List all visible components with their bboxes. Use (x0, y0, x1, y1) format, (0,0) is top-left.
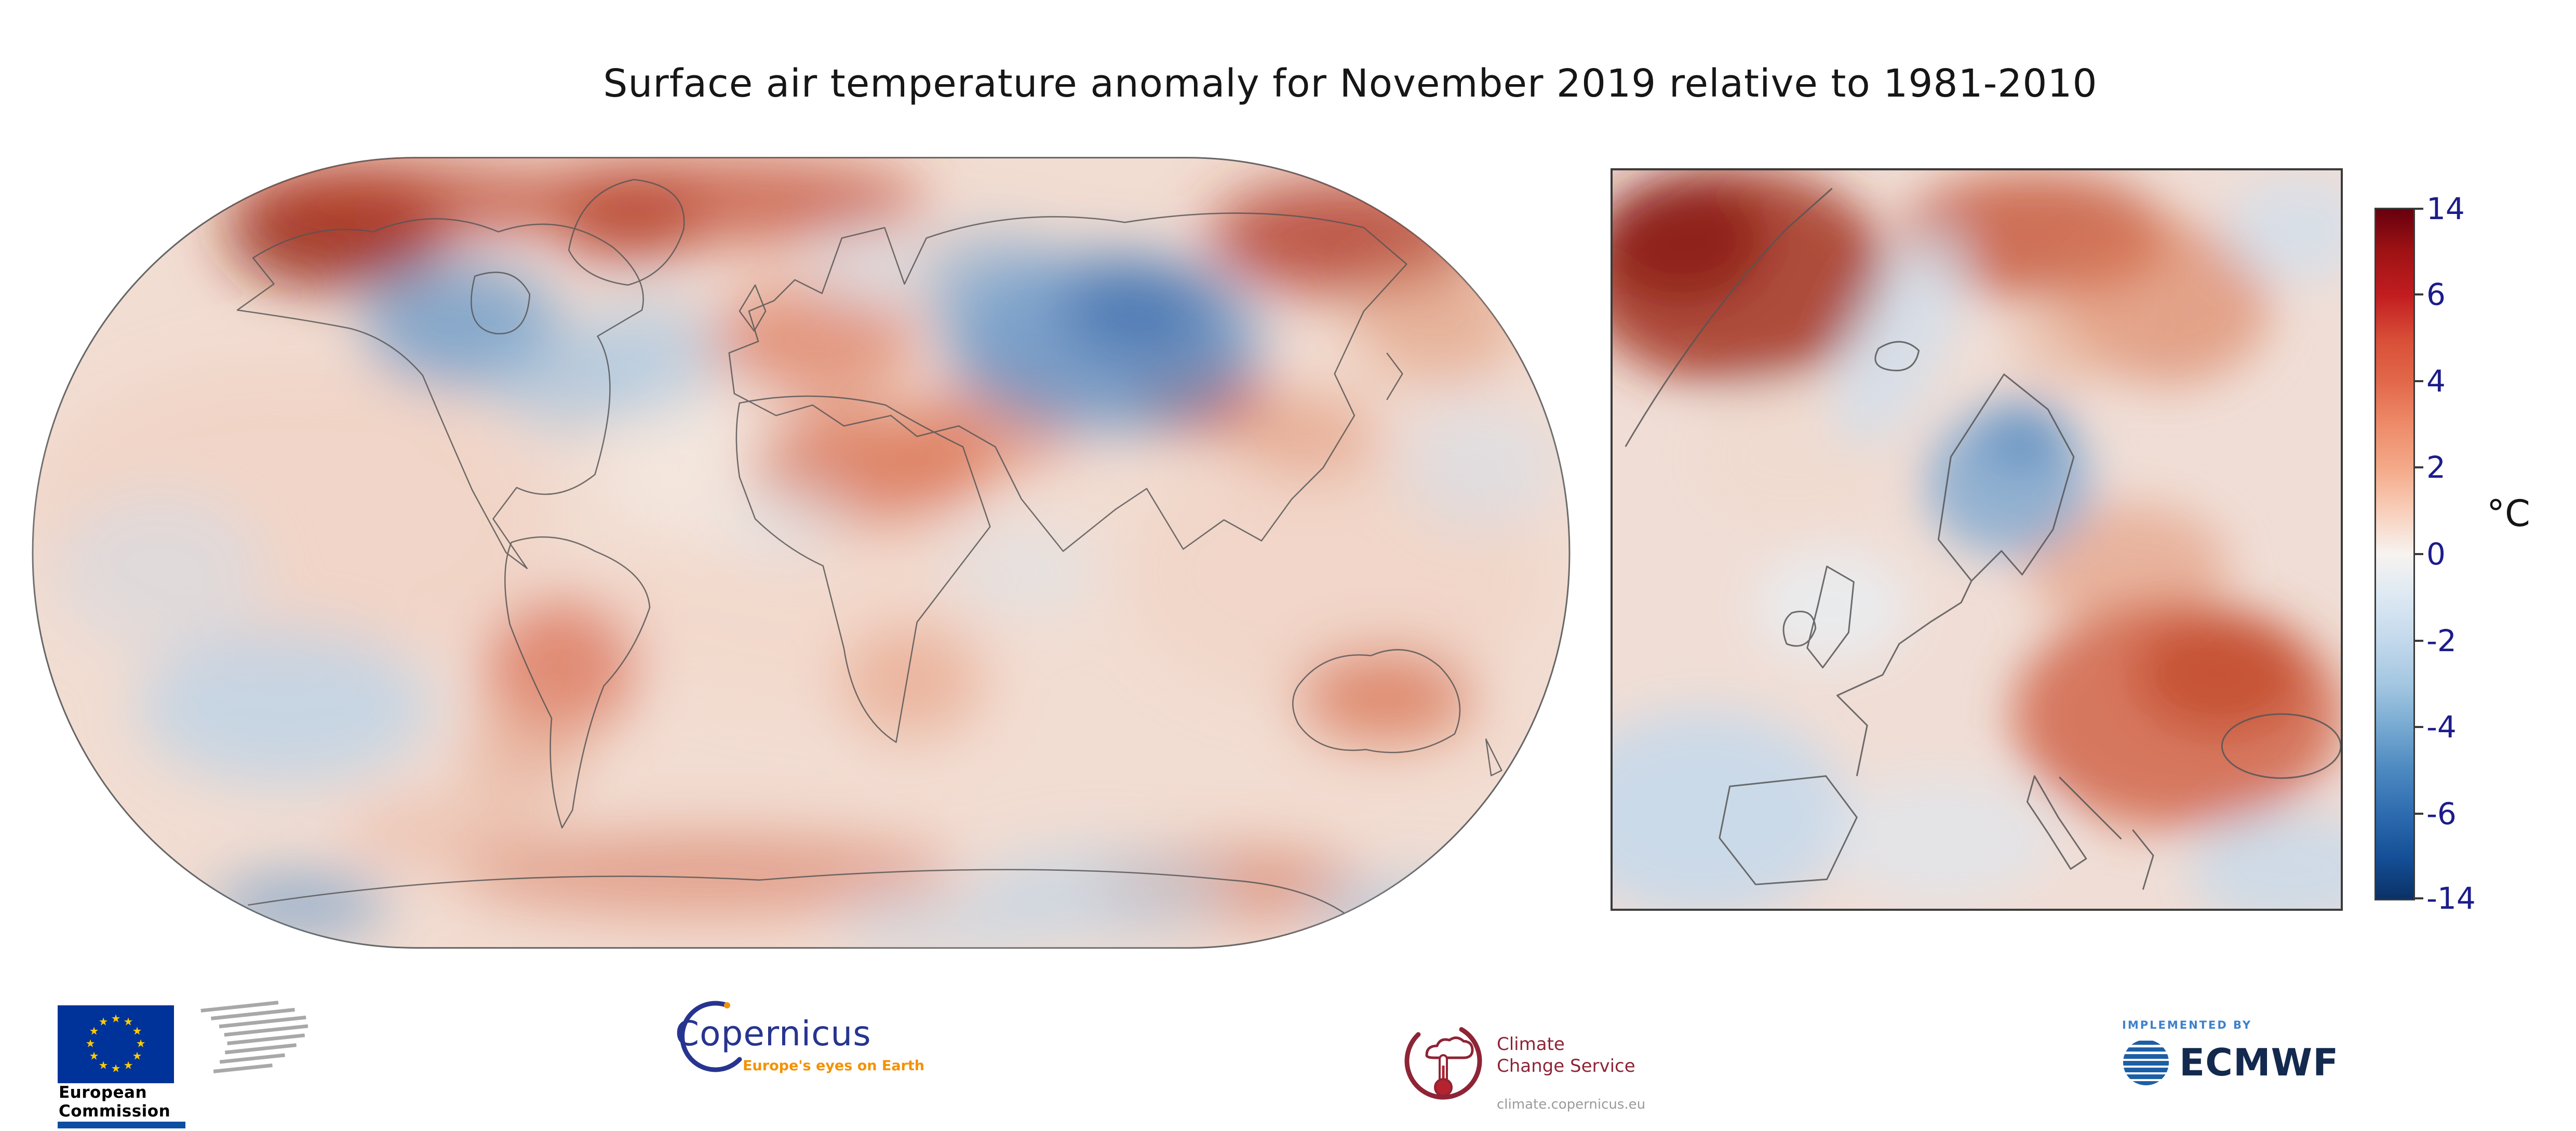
colorbar-labels: 14 6 4 2 0 -2 -4 -6 -14 (2414, 191, 2541, 916)
colorbar-tickmark (2414, 726, 2423, 728)
eu-star: ★ (132, 1049, 142, 1062)
colorbar-tickmark (2414, 208, 2423, 210)
eu-star: ★ (111, 1012, 121, 1025)
climate-change-service-wordmark: Climate Change Service (1497, 1033, 1635, 1077)
colorbar-tickmark (2414, 380, 2423, 382)
climate-service-icon (1404, 1022, 1482, 1100)
colorbar-tickmark (2414, 640, 2423, 642)
eu-star: ★ (136, 1037, 146, 1050)
eu-text-line2: Commission (59, 1102, 171, 1121)
european-commission-logo: ★ ★ ★ ★ ★ ★ ★ ★ ★ ★ ★ ★ European Commiss… (58, 1001, 328, 1131)
colorbar-gradient (2376, 209, 2413, 899)
europe-map-canvas (1610, 168, 2343, 911)
eu-star: ★ (98, 1059, 109, 1072)
colorbar-tick-label: -2 (2426, 623, 2457, 658)
climate-change-service-logo: Climate Change Service climate.copernicu… (1398, 1012, 1645, 1121)
colorbar-tickmark (2414, 293, 2423, 295)
ecmwf-logo: IMPLEMENTED BY ECMWF (2122, 1019, 2413, 1102)
eu-star: ★ (132, 1025, 142, 1038)
european-commission-wordmark: European Commission (59, 1083, 170, 1121)
eu-star: ★ (85, 1037, 96, 1050)
colorbar-tickmark (2414, 813, 2423, 815)
colorbar-tick-label: 0 (2426, 536, 2446, 572)
colorbar-tick-label: 2 (2426, 450, 2446, 485)
global-coastlines (236, 179, 1502, 914)
colorbar-tickmark (2414, 553, 2423, 555)
eu-star: ★ (98, 1015, 109, 1028)
colorbar-tick-label: 6 (2426, 277, 2446, 312)
colorbar-tick-label: -6 (2426, 796, 2457, 831)
europe-anomaly-field (1611, 169, 2342, 910)
eu-stripes-graphic (180, 998, 313, 1082)
colorbar-tick-label: 14 (2426, 191, 2465, 226)
copernicus-logo: Copernicus Europe's eyes on Earth (675, 1001, 924, 1074)
eu-blue-bar (58, 1122, 185, 1128)
global-anomaly-map (29, 152, 1574, 954)
colorbar-tick-label: -14 (2426, 881, 2476, 916)
eu-flag-icon: ★ ★ ★ ★ ★ ★ ★ ★ ★ ★ ★ ★ (58, 1005, 174, 1083)
implemented-by-label: IMPLEMENTED BY (2122, 1019, 2252, 1031)
eu-star: ★ (123, 1015, 133, 1028)
global-map-canvas (32, 157, 1571, 949)
eu-star: ★ (123, 1059, 133, 1072)
europe-coastlines (1625, 187, 2342, 890)
copernicus-wordmark-text: Copernicus (675, 1014, 871, 1054)
colorbar-tick-label: 4 (2426, 363, 2446, 399)
eu-star: ★ (89, 1025, 99, 1038)
colorbar (2374, 208, 2415, 900)
ecmwf-wordmark: ECMWF (2179, 1041, 2339, 1084)
eu-star: ★ (89, 1049, 99, 1062)
colorbar-unit-label: °C (2487, 492, 2530, 535)
figure-title: Surface air temperature anomaly for Nove… (603, 61, 2098, 106)
copernicus-orbit-icon (680, 1001, 742, 1072)
colorbar-tickmark (2414, 897, 2423, 899)
colorbar-tickmark (2414, 466, 2423, 468)
eu-star: ★ (111, 1062, 121, 1075)
europe-anomaly-map (1610, 165, 2343, 914)
c3s-text-line1: Climate (1497, 1034, 1565, 1055)
copernicus-tagline: Europe's eyes on Earth (743, 1058, 924, 1074)
europe-map-border (1610, 168, 2343, 911)
copernicus-wordmark: Copernicus (675, 1001, 924, 1072)
c3s-text-line2: Change Service (1497, 1056, 1635, 1076)
eu-text-line1: European (59, 1083, 147, 1102)
global-anomaly-field (33, 158, 1558, 948)
colorbar-tick-label: -4 (2426, 709, 2457, 745)
ecmwf-globe-icon (2123, 1041, 2169, 1085)
climate-copernicus-url: climate.copernicus.eu (1497, 1097, 1646, 1112)
